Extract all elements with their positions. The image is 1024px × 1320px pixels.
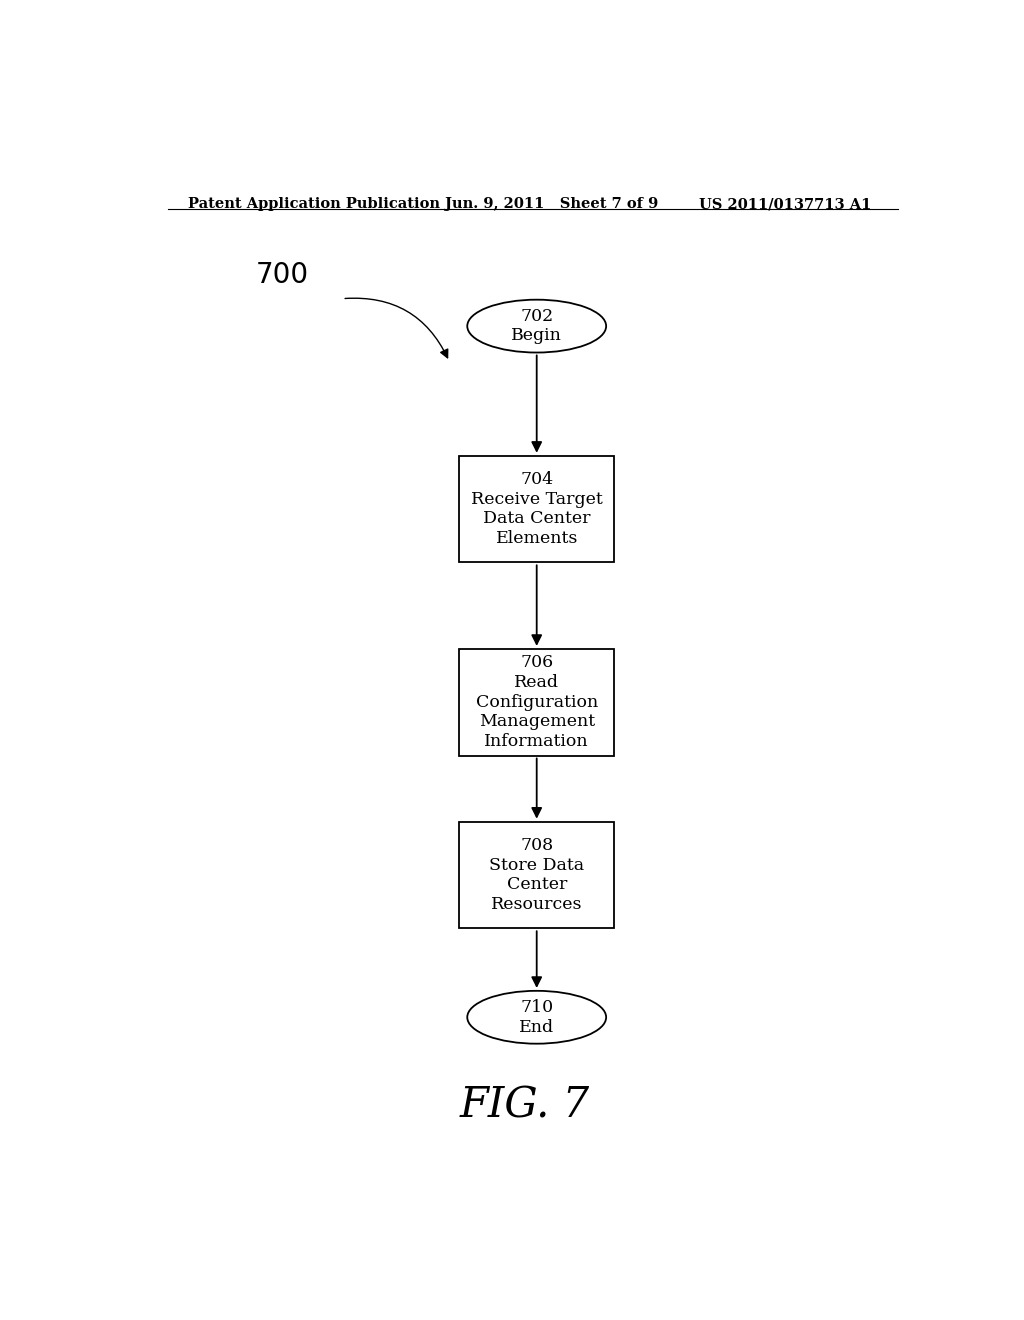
Text: Patent Application Publication: Patent Application Publication xyxy=(187,197,439,211)
Bar xyxy=(460,821,614,928)
Bar xyxy=(460,455,614,562)
Text: Jun. 9, 2011   Sheet 7 of 9: Jun. 9, 2011 Sheet 7 of 9 xyxy=(445,197,658,211)
Text: 710
End: 710 End xyxy=(519,999,554,1036)
Text: 706
Read
Configuration
Management
Information: 706 Read Configuration Management Inform… xyxy=(475,655,598,750)
Text: US 2011/0137713 A1: US 2011/0137713 A1 xyxy=(699,197,871,211)
Text: 704
Receive Target
Data Center
Elements: 704 Receive Target Data Center Elements xyxy=(471,471,602,546)
Text: FIG. 7: FIG. 7 xyxy=(460,1085,590,1127)
Ellipse shape xyxy=(467,300,606,352)
Bar xyxy=(460,649,614,755)
Ellipse shape xyxy=(467,991,606,1044)
Text: 702
Begin: 702 Begin xyxy=(511,308,562,345)
Text: 708
Store Data
Center
Resources: 708 Store Data Center Resources xyxy=(489,837,585,913)
Text: 700: 700 xyxy=(256,261,309,289)
